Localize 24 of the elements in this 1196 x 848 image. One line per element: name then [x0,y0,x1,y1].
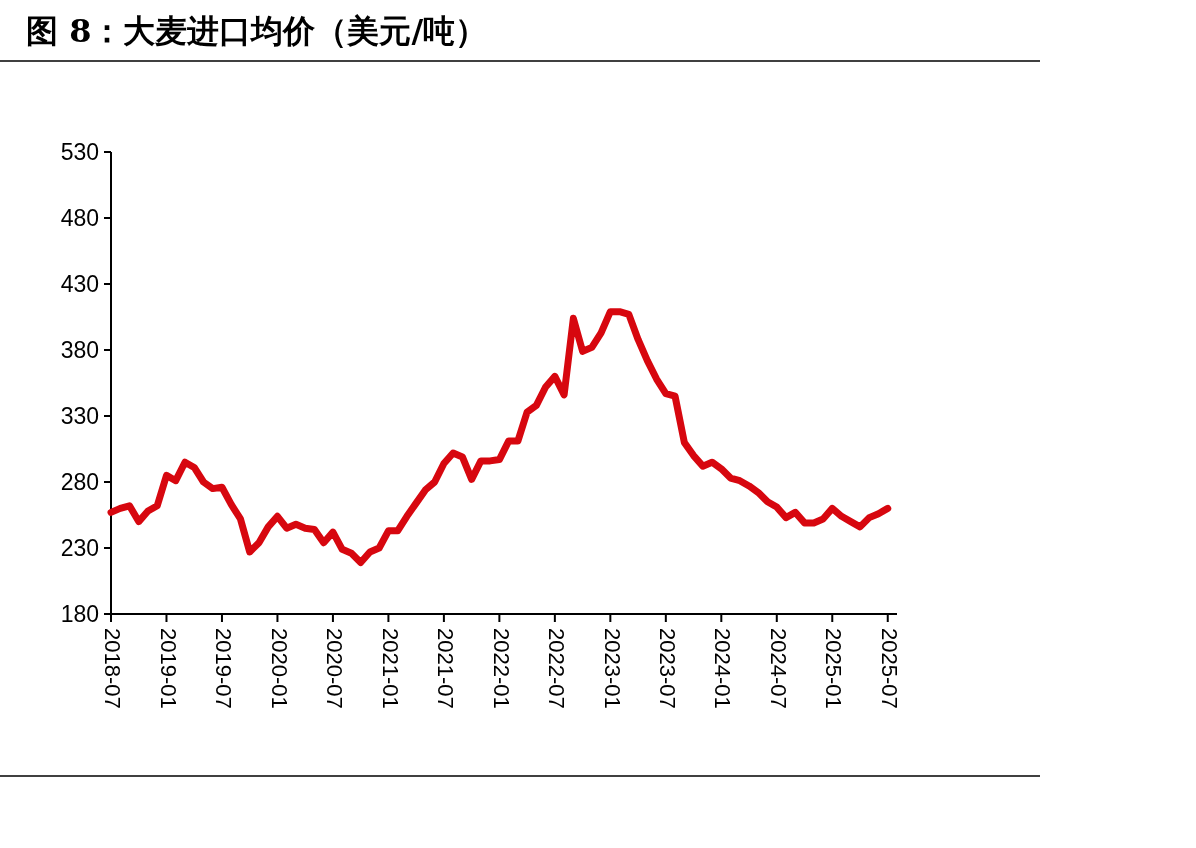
y-tick-label: 180 [60,601,99,627]
x-tick-label: 2019-01 [155,628,181,709]
y-tick-label: 230 [60,535,99,561]
y-tick-label: 330 [60,403,99,429]
x-tick-label: 2020-07 [322,628,348,709]
x-tick-label: 2018-07 [100,628,126,709]
x-tick-label: 2023-01 [599,628,625,709]
x-tick-label: 2025-07 [876,628,902,709]
y-tick-label: 280 [60,469,99,495]
x-tick-label: 2021-01 [377,628,403,709]
x-tick-label: 2019-07 [211,628,237,709]
y-tick-label: 480 [60,205,99,231]
x-tick-label: 2024-01 [710,628,736,709]
x-tick-label: 2022-01 [488,628,514,709]
x-tick-label: 2022-07 [544,628,570,709]
x-tick-label: 2025-01 [821,628,847,709]
y-tick-label: 430 [60,271,99,297]
x-tick-label: 2024-07 [765,628,791,709]
x-tick-label: 2021-07 [433,628,459,709]
chart-title: 图 8：大麦进口均价（美元/吨） [26,12,488,50]
x-tick-label: 2020-01 [266,628,292,709]
x-tick-label: 2023-07 [655,628,681,709]
y-tick-label: 530 [60,139,99,165]
y-tick-label: 380 [60,337,99,363]
